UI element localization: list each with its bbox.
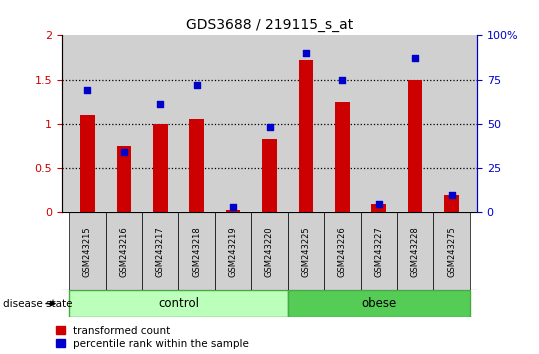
Bar: [371, 204, 386, 212]
Text: obese: obese: [361, 297, 396, 310]
Point: [229, 204, 237, 210]
Text: GSM243220: GSM243220: [265, 226, 274, 277]
Point: [83, 87, 92, 93]
Text: GSM243215: GSM243215: [83, 226, 92, 277]
Bar: [262, 139, 277, 212]
Bar: [444, 195, 459, 212]
Bar: [251, 212, 288, 290]
Point: [338, 77, 347, 82]
Text: GSM243226: GSM243226: [338, 226, 347, 277]
Text: GSM243219: GSM243219: [229, 226, 238, 277]
Bar: [142, 212, 178, 290]
Bar: [106, 212, 142, 290]
Bar: [433, 212, 469, 290]
Bar: [116, 146, 131, 212]
Bar: [408, 80, 423, 212]
Bar: [178, 212, 215, 290]
Point: [156, 102, 164, 107]
Bar: [335, 102, 350, 212]
Bar: [70, 212, 106, 290]
Bar: [324, 212, 361, 290]
Bar: [361, 212, 397, 290]
Title: GDS3688 / 219115_s_at: GDS3688 / 219115_s_at: [186, 18, 353, 32]
Text: GSM243228: GSM243228: [411, 226, 420, 277]
Point: [411, 56, 419, 61]
Point: [375, 201, 383, 206]
Text: GSM243218: GSM243218: [192, 226, 201, 277]
Bar: [80, 115, 95, 212]
Bar: [288, 212, 324, 290]
Text: control: control: [158, 297, 199, 310]
Point: [302, 50, 310, 56]
Bar: [299, 60, 313, 212]
Text: GSM243225: GSM243225: [301, 226, 310, 277]
Text: disease state: disease state: [3, 298, 72, 309]
Bar: [397, 212, 433, 290]
Text: GSM243275: GSM243275: [447, 226, 456, 277]
Point: [265, 125, 274, 130]
Point: [120, 149, 128, 155]
Text: GSM243227: GSM243227: [374, 226, 383, 277]
Bar: [226, 210, 240, 212]
Point: [192, 82, 201, 88]
Bar: [153, 124, 168, 212]
Bar: [189, 119, 204, 212]
Text: GSM243217: GSM243217: [156, 226, 165, 277]
Bar: [70, 290, 288, 317]
Legend: transformed count, percentile rank within the sample: transformed count, percentile rank withi…: [57, 326, 249, 349]
Text: GSM243216: GSM243216: [119, 226, 128, 277]
Point: [447, 192, 456, 198]
Bar: [288, 290, 469, 317]
Bar: [215, 212, 251, 290]
